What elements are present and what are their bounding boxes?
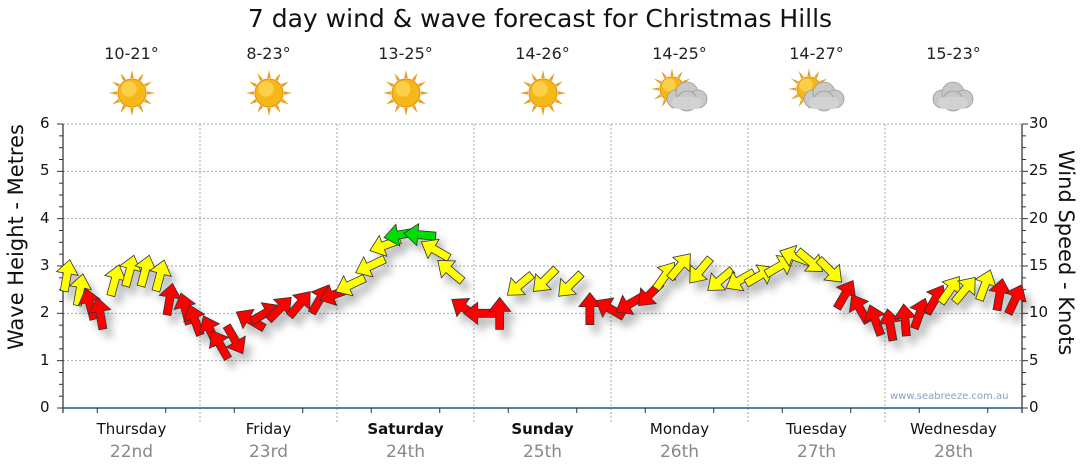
x-date-label: 26th <box>659 442 700 462</box>
wind-arrow <box>595 297 627 321</box>
wind-arrow <box>183 304 206 337</box>
x-date-label: 24th <box>385 442 426 462</box>
wind-arrow <box>463 301 497 326</box>
y-tick-label-left: 0 <box>40 398 50 416</box>
wind-arrow <box>451 297 481 322</box>
wind-arrow <box>437 260 466 285</box>
wind-arrow <box>533 265 560 292</box>
y-tick-label-right: 0 <box>1029 398 1039 416</box>
x-date-label: 22nd <box>109 442 154 462</box>
temperature-range: 14-26° <box>515 44 570 63</box>
wind-arrow <box>55 259 79 293</box>
sunny-icon <box>519 70 566 116</box>
x-day-label: Thursday <box>96 420 167 438</box>
y-axis-right-label: Wind Speed - Knots <box>1054 150 1078 356</box>
sunny-icon <box>382 70 429 116</box>
y-tick-label-right: 10 <box>1029 303 1049 322</box>
x-day-label: Monday <box>649 420 710 438</box>
x-date-label: 28th <box>933 442 974 462</box>
day-forecast-monday: 14-25° <box>615 44 745 117</box>
wind-arrow <box>149 259 172 293</box>
wind-arrow <box>420 238 452 262</box>
wind-arrow <box>707 266 736 291</box>
y-tick-label-right: 20 <box>1029 208 1049 227</box>
day-forecast-wednesday: 15-23° <box>889 44 1019 117</box>
x-date-label: 25th <box>522 442 563 462</box>
x-day-label: Friday <box>245 420 292 438</box>
day-forecast-tuesday: 14-27° <box>752 44 882 117</box>
temperature-range: 10-21° <box>104 44 159 63</box>
x-day-label: Tuesday <box>785 420 848 438</box>
day-forecast-sunday: 14-26° <box>478 44 608 117</box>
x-day-label: Sunday <box>511 420 574 438</box>
temperature-range: 8-23° <box>246 44 291 63</box>
y-tick-label-right: 15 <box>1029 256 1049 274</box>
wind-arrow <box>815 256 842 283</box>
wind-arrow <box>689 255 714 284</box>
wind-arrow <box>951 276 976 306</box>
temperature-range: 14-27° <box>789 44 844 63</box>
partly-cloudy-icon <box>787 68 844 112</box>
wind-arrow <box>1004 284 1027 316</box>
x-date-label: 23rd <box>248 442 289 462</box>
day-forecast-friday: 8-23° <box>204 44 334 117</box>
wind-arrow <box>558 270 585 297</box>
temperature-range: 13-25° <box>378 44 433 63</box>
x-day-label: Wednesday <box>910 420 997 438</box>
wind-arrow <box>335 274 367 297</box>
wind-arrow <box>506 271 536 296</box>
temperature-range: 14-25° <box>652 44 707 63</box>
wind-arrow <box>794 247 823 272</box>
x-date-label: 27th <box>796 442 837 462</box>
wind-arrows <box>55 222 1027 361</box>
y-tick-label-left: 3 <box>40 256 50 274</box>
y-tick-label-left: 6 <box>40 114 50 132</box>
sunny-icon <box>108 70 155 116</box>
wind-arrow <box>355 255 387 278</box>
wind-arrow <box>285 291 311 320</box>
day-forecast-saturday: 13-25° <box>341 44 471 117</box>
chart-title: 7 day wind & wave forecast for Christmas… <box>247 4 833 33</box>
y-tick-label-left: 5 <box>40 161 50 180</box>
watermark: www.seabreeze.com.au <box>890 391 1009 402</box>
wind-arrow <box>403 222 437 247</box>
wind-arrow <box>88 296 112 331</box>
y-tick-label-right: 25 <box>1029 161 1049 180</box>
wind-arrow <box>487 296 512 330</box>
wind-arrow <box>208 330 232 361</box>
y-tick-label-right: 5 <box>1029 350 1039 369</box>
cloudy-icon <box>932 81 973 112</box>
partly-cloudy-icon <box>650 68 707 112</box>
y-tick-label-left: 4 <box>40 208 50 227</box>
y-tick-label-left: 2 <box>40 303 50 322</box>
wind-arrow <box>666 253 691 282</box>
y-tick-label-left: 1 <box>40 350 50 369</box>
y-tick-label-right: 30 <box>1029 114 1049 132</box>
wind-arrow <box>725 268 757 292</box>
wind-arrow <box>118 254 142 288</box>
temperature-range: 15-23° <box>926 44 981 63</box>
wind-arrow <box>222 323 246 355</box>
x-day-label: Saturday <box>367 420 444 438</box>
wind-arrow <box>578 291 602 326</box>
day-forecast-thursday: 10-21° <box>67 44 197 117</box>
sunny-icon <box>245 70 292 116</box>
wind-arrow <box>68 273 93 307</box>
